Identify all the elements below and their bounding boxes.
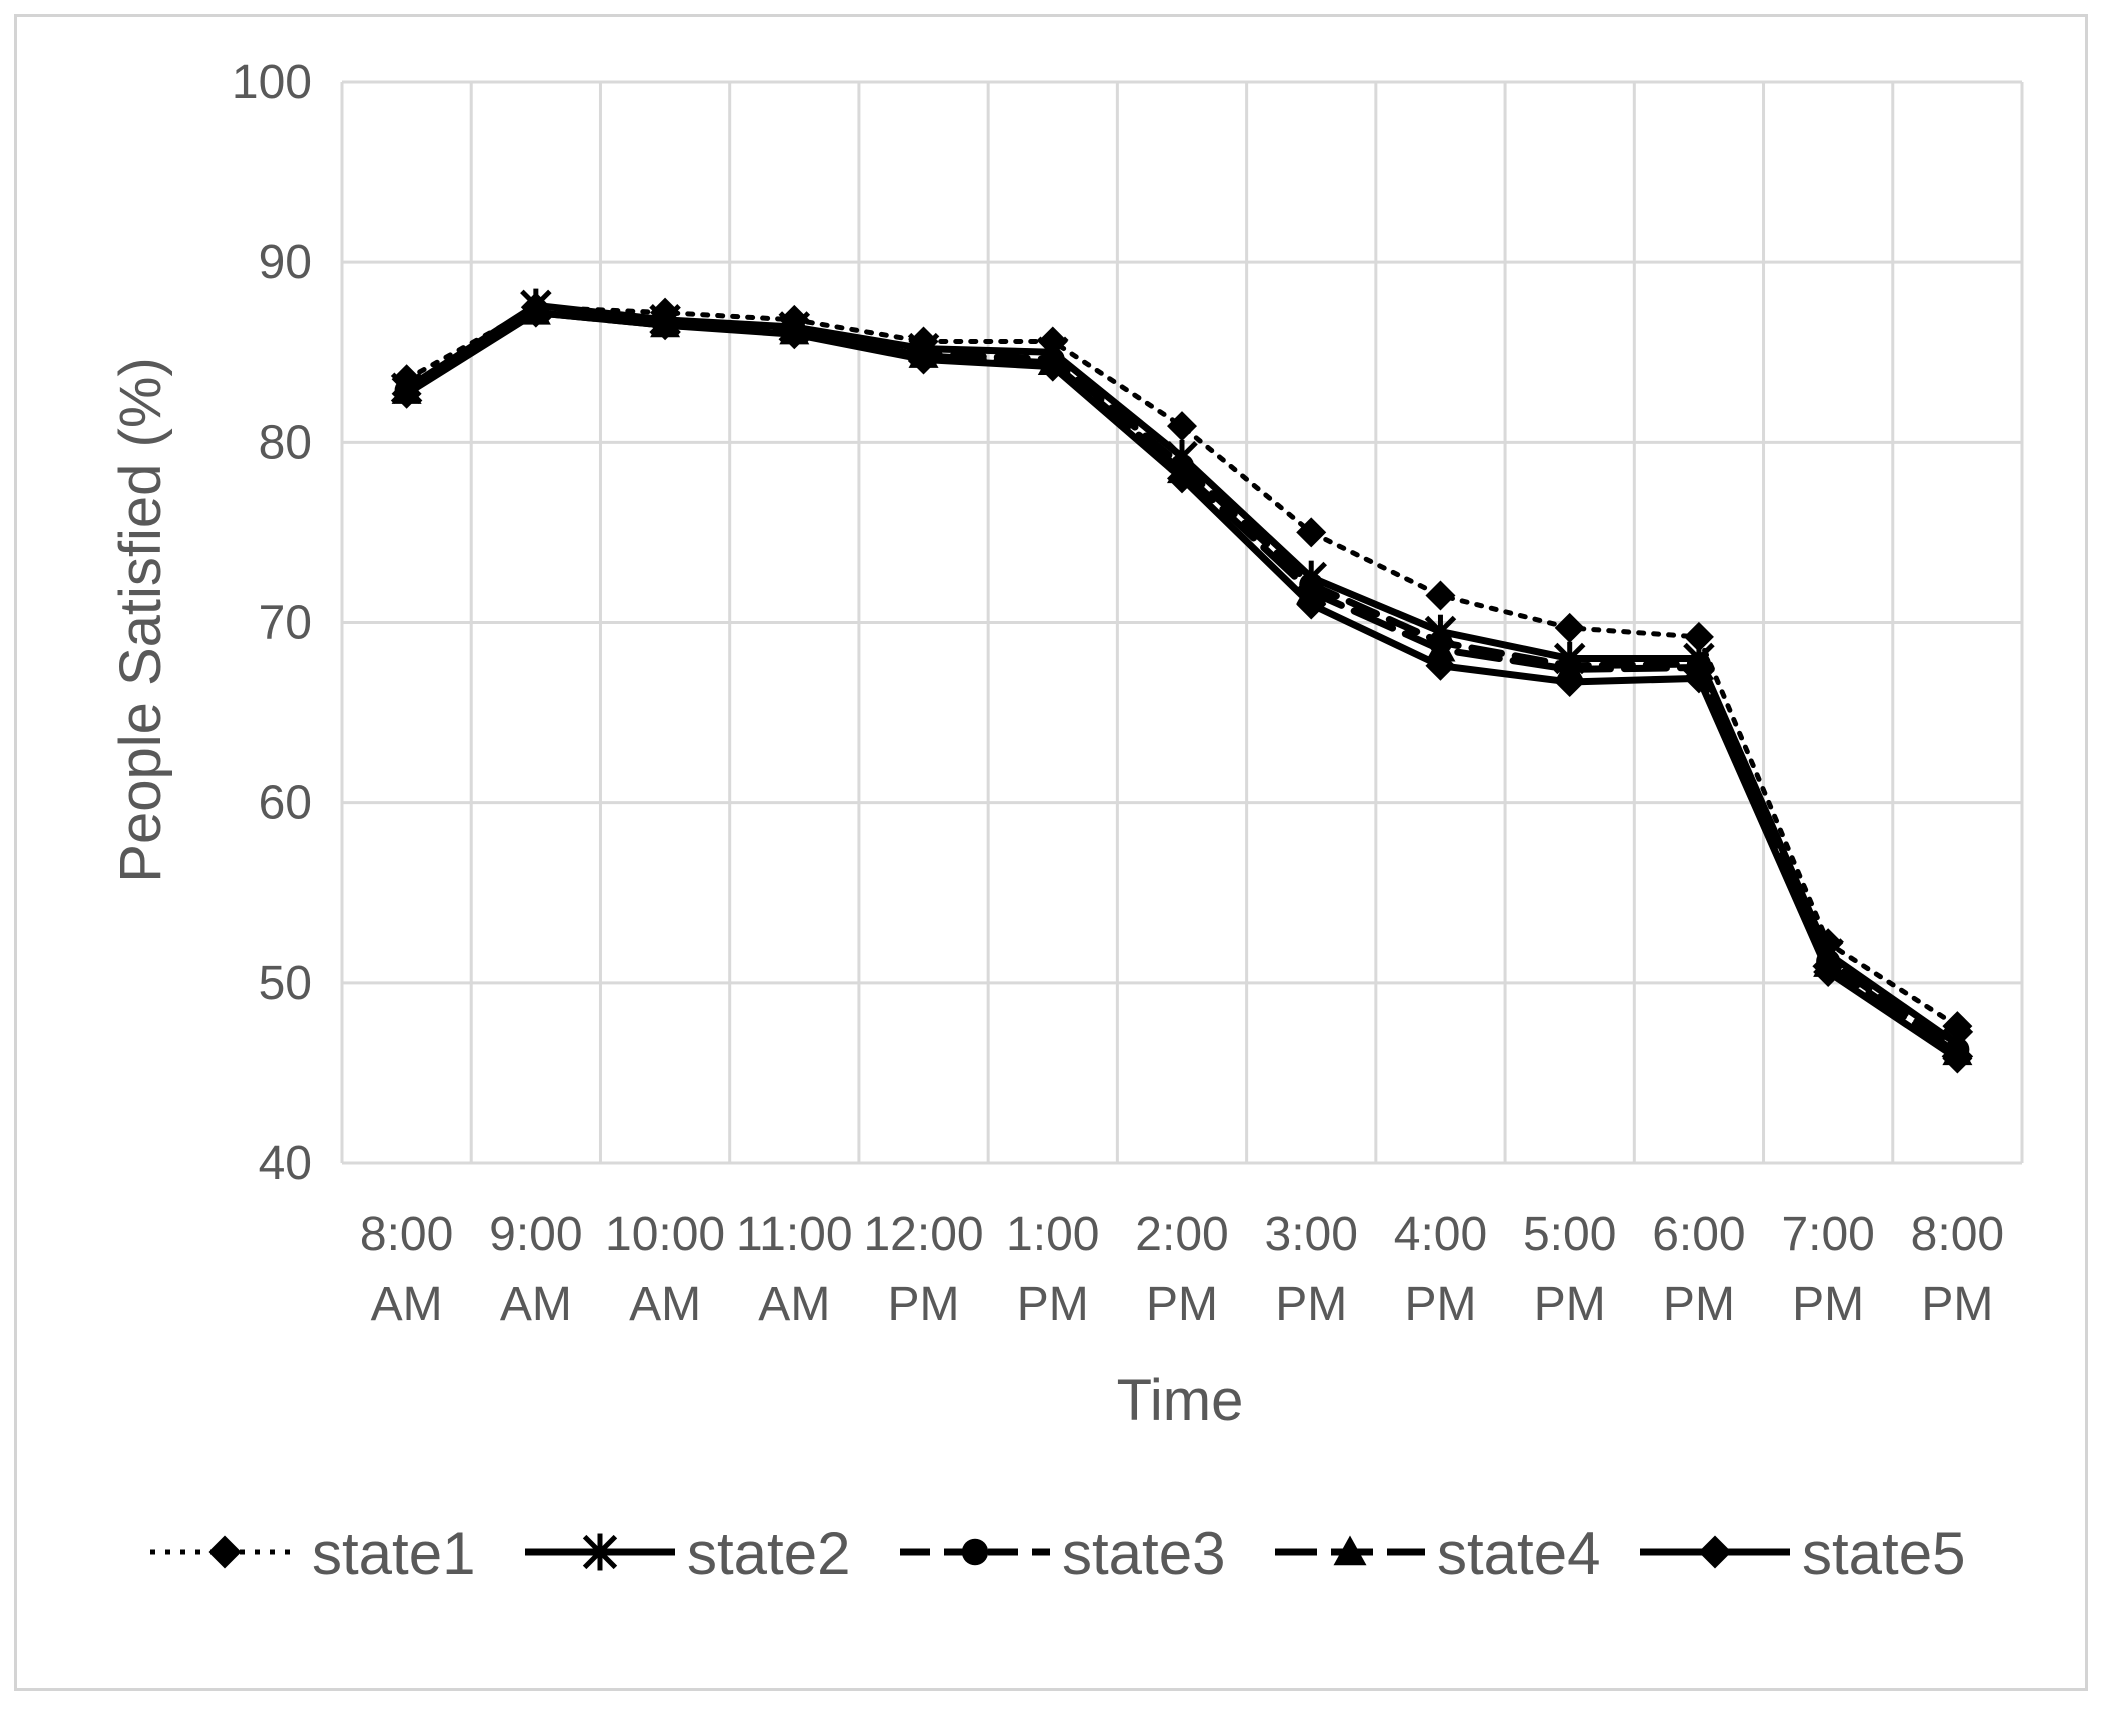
legend-swatch-marker: [582, 1533, 618, 1571]
y-tick-label: 40: [259, 1137, 312, 1190]
y-axis-title: People Satisfied (%): [108, 357, 173, 882]
series-state2: [390, 288, 1974, 1061]
x-tick-label: 11:00 AM: [736, 1208, 853, 1331]
legend-item-state2: state2: [525, 1520, 850, 1587]
y-tick-label: 50: [259, 957, 312, 1010]
data-point-state5: [908, 344, 939, 375]
x-tick-label: 12:00 PM: [863, 1208, 983, 1331]
chart-frame: [14, 14, 2088, 1691]
legend-label: state3: [1062, 1520, 1225, 1587]
y-tick-label: 80: [259, 416, 312, 469]
x-tick-label: 2:00 PM: [1135, 1208, 1228, 1331]
x-tick-label: 10:00 AM: [605, 1208, 725, 1331]
legend-label: state1: [312, 1520, 475, 1587]
x-tick-label: 4:00 PM: [1394, 1208, 1487, 1331]
legend-item-state1: state1: [150, 1520, 475, 1587]
series-layer: [390, 288, 1974, 1074]
data-point-state5: [391, 378, 422, 409]
data-point-state1: [1296, 517, 1327, 548]
data-point-state5: [1296, 589, 1327, 620]
legend-item-state5: state5: [1640, 1520, 1965, 1587]
x-axis-title: Time: [1117, 1368, 1244, 1433]
x-tick-label: 9:00 AM: [489, 1208, 582, 1331]
legend-swatch-marker: [208, 1535, 242, 1569]
y-tick-label: 70: [259, 597, 312, 650]
y-tick-label: 90: [259, 236, 312, 289]
data-point-state4: [1425, 634, 1456, 662]
x-tick-label: 5:00 PM: [1523, 1208, 1616, 1331]
legend-label: state2: [687, 1520, 850, 1587]
legend-swatch-marker: [1333, 1535, 1367, 1566]
data-point-state5: [1037, 351, 1068, 382]
legend-swatch-marker: [1698, 1535, 1732, 1569]
data-point-state5: [1942, 1043, 1973, 1074]
data-point-state5: [1554, 666, 1585, 697]
y-tick-labels: 40 50 60 70 80 90 100: [232, 56, 312, 1190]
y-tick-label: 60: [259, 777, 312, 830]
legend-label: state4: [1437, 1520, 1600, 1587]
legend-item-state3: state3: [900, 1520, 1225, 1587]
data-point-state5: [1167, 463, 1197, 494]
gridlines: [340, 80, 2024, 1165]
x-tick-label: 7:00 PM: [1781, 1208, 1874, 1331]
data-point-state5: [1813, 957, 1844, 988]
data-point-state5: [520, 297, 551, 328]
legend-swatch-marker: [961, 1538, 989, 1566]
data-point-state1: [1554, 612, 1585, 643]
data-point-state1: [1167, 411, 1197, 442]
y-tick-label: 100: [232, 56, 312, 109]
series-state1: [391, 292, 1973, 1042]
legend-item-state4: state4: [1275, 1520, 1600, 1587]
data-point-state5: [779, 319, 810, 350]
legend: state1 state2 state3 state4 state5: [150, 1520, 1965, 1587]
data-point-state5: [650, 310, 681, 341]
data-point-state1: [1683, 621, 1714, 652]
x-tick-label: 8:00 PM: [1911, 1208, 2004, 1331]
data-point-state1: [1425, 580, 1456, 611]
data-point-state5: [1683, 663, 1714, 694]
series-state5: [391, 297, 1973, 1074]
x-tick-label: 1:00 PM: [1006, 1208, 1099, 1331]
x-tick-label: 8:00 AM: [360, 1208, 453, 1331]
data-point-state5: [1425, 650, 1456, 681]
legend-label: state5: [1802, 1520, 1965, 1587]
x-tick-label: 6:00 PM: [1652, 1208, 1745, 1331]
x-tick-label: 3:00 PM: [1265, 1208, 1358, 1331]
